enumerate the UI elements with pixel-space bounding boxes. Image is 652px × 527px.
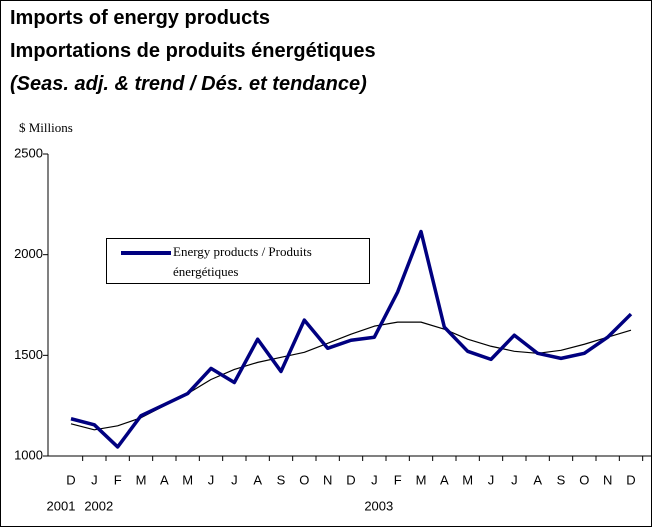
legend: Energy products / Produits énergétiques [106,238,370,284]
x-tick-label: A [253,472,262,487]
x-tick-label: J [488,472,495,487]
legend-swatch [121,251,171,255]
x-tick-label: D [66,472,75,487]
x-tick-label: F [394,472,402,487]
x-tick-label: J [208,472,215,487]
x-tick-label: N [603,472,612,487]
x-tick-label: M [136,472,147,487]
x-tick-label: J [91,472,98,487]
legend-label: Energy products / Produits énergétiques [173,244,312,279]
x-tick-label: M [416,472,427,487]
y-tick-label: 1500 [14,347,43,362]
y-axis-label: $ Millions [19,120,73,135]
x-tick-label: O [299,472,309,487]
x-tick-label: A [160,472,169,487]
x-tick-label: D [346,472,355,487]
x-tick-label: O [579,472,589,487]
y-tick-label: 2000 [14,246,43,261]
x-tick-label: D [626,472,635,487]
x-tick-label: A [440,472,449,487]
chart-title: Imports of energy products [10,7,271,29]
y-tick-label: 1000 [14,447,43,462]
x-tick-label: J [231,472,238,487]
x-tick-label: J [371,472,378,487]
year-label: 2001 [47,498,76,513]
x-tick-label: J [511,472,518,487]
x-tick-label: S [557,472,566,487]
x-tick-label: M [182,472,193,487]
year-label: 2003 [364,498,393,513]
chart-title: Importations de produits énergétiques [10,40,376,62]
x-tick-label: F [114,472,122,487]
chart-subtitle: (Seas. adj. & trend / Dés. et tendance) [10,73,367,95]
x-tick-label: S [277,472,286,487]
series-line [70,229,633,449]
year-label: 2002 [84,498,113,513]
y-tick-label: 2500 [14,145,43,160]
x-tick-label: A [533,472,542,487]
x-tick-label: M [462,472,473,487]
x-tick-label: N [323,472,332,487]
series-line [70,321,632,431]
